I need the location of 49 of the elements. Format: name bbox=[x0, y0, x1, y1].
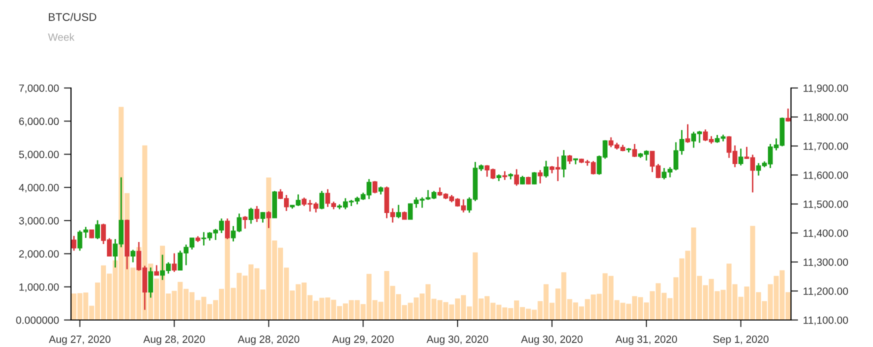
y2-tick-label: 11,900.00 bbox=[804, 84, 848, 94]
y2-tick-label: 11,200.00 bbox=[804, 288, 848, 296]
candlestick bbox=[532, 171, 537, 185]
candlestick bbox=[72, 235, 76, 252]
candlestick bbox=[154, 264, 159, 276]
candlestick bbox=[172, 252, 177, 273]
candlestick bbox=[224, 218, 230, 240]
x-tick-label: Aug 27, 2020 bbox=[48, 336, 110, 345]
candlestick bbox=[319, 190, 324, 210]
candlestick bbox=[254, 205, 260, 223]
y-tick-label: 2,000.00 bbox=[19, 250, 59, 259]
candlestick bbox=[95, 220, 100, 240]
y-tick-label: 7,000.00 bbox=[19, 84, 59, 94]
y2-tick-label: 11,800.00 bbox=[804, 114, 848, 122]
y-tick-label: 3,000.00 bbox=[19, 217, 59, 226]
x-tick-label: Aug 28, 2020 bbox=[143, 336, 205, 345]
x-tick-label: Aug 29, 2020 bbox=[332, 336, 394, 345]
candlestick bbox=[738, 148, 744, 166]
y2-tick-label: 11,700.00 bbox=[804, 142, 848, 152]
y2-tick-label: 11,500.00 bbox=[804, 200, 848, 210]
y-tick-label: 0.000000 bbox=[16, 316, 59, 324]
y2-tick-label: 11,100.00 bbox=[804, 316, 848, 326]
x-tick-label: Aug 30, 2020 bbox=[521, 336, 583, 345]
x-tick-label: Sep 1, 2020 bbox=[713, 336, 769, 345]
y2-tick-label: 11,300.00 bbox=[804, 258, 848, 268]
candlestick bbox=[266, 210, 272, 229]
candlestick bbox=[632, 143, 638, 158]
candlestick bbox=[260, 211, 266, 224]
candlestick bbox=[514, 168, 519, 186]
chart-title: BTC/USD bbox=[48, 12, 96, 21]
candlestick bbox=[685, 124, 690, 144]
x-tick-label: Aug 28, 2020 bbox=[238, 336, 300, 345]
y2-tick-label: 11,600.00 bbox=[804, 172, 848, 180]
candlestick bbox=[544, 160, 548, 178]
x-tick-label: Aug 30, 2020 bbox=[426, 336, 488, 345]
y-tick-label: 5,000.00 bbox=[19, 150, 59, 160]
candlestick bbox=[561, 149, 566, 178]
candlestick bbox=[130, 249, 136, 263]
candlestick bbox=[242, 215, 248, 230]
y-tick-label: 6,000.00 bbox=[19, 118, 59, 126]
candlestick bbox=[396, 204, 401, 219]
candlestick bbox=[248, 207, 254, 224]
candlestick bbox=[786, 108, 790, 122]
y2-tick-label: 11,400.00 bbox=[804, 230, 848, 238]
candlestick bbox=[372, 180, 378, 194]
chart-subtitle: Week bbox=[48, 33, 74, 41]
y-tick-label: 1,000.00 bbox=[19, 283, 59, 292]
y-tick-label: 4,000.00 bbox=[18, 184, 59, 193]
x-tick-label: Aug 31, 2020 bbox=[615, 336, 677, 345]
